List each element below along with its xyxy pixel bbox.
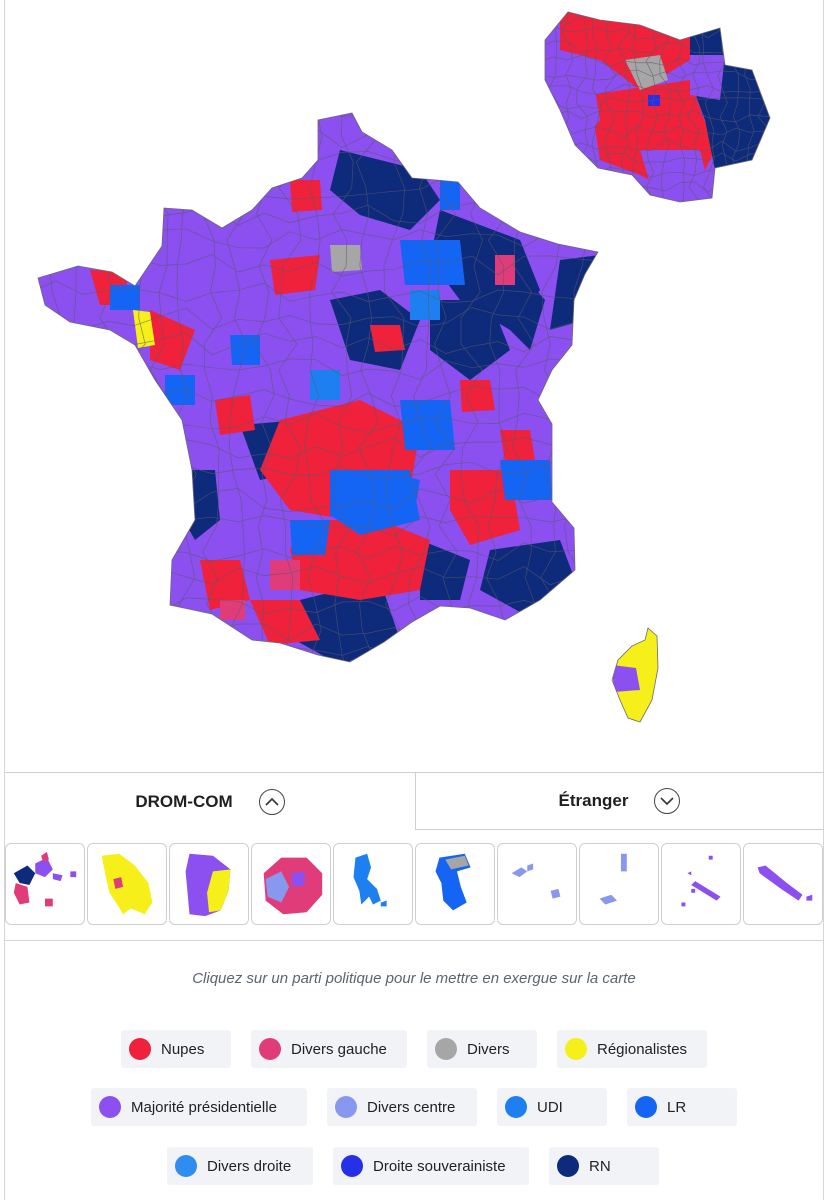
legend-label: Divers droite (207, 1157, 292, 1175)
legend-label: Divers gauche (291, 1040, 387, 1058)
thumb-martinique[interactable] (87, 843, 167, 925)
legend-color-dot (175, 1155, 197, 1177)
region-nupes-toulouse[interactable] (250, 600, 320, 645)
region-rn-southeast[interactable] (420, 540, 470, 600)
legend-color-dot (435, 1038, 457, 1060)
legend-label: LR (667, 1098, 687, 1116)
region-nupes-southwest[interactable] (200, 560, 250, 610)
region-lr-midi[interactable] (380, 470, 420, 510)
legend-label: Nupes (161, 1040, 205, 1058)
results-map[interactable] (0, 0, 831, 772)
ile-de-france-inset-map[interactable] (535, 0, 778, 215)
region-lr-lyon[interactable] (400, 400, 455, 450)
territory-tabs: DROM-COM Étranger (5, 772, 823, 831)
region-udi-centre[interactable] (310, 370, 340, 400)
thumb-wallis-futuna[interactable] (497, 843, 577, 925)
thumb-guadeloupe[interactable] (5, 843, 85, 925)
legend-item[interactable]: RN (549, 1147, 659, 1185)
legend-item[interactable]: Divers (427, 1030, 537, 1068)
tab-etranger-label: Étranger (558, 791, 629, 810)
legend-item[interactable]: Nupes (121, 1030, 231, 1068)
legend-label: RN (589, 1157, 611, 1175)
tab-drom-com[interactable]: DROM-COM (5, 773, 415, 830)
legend-color-dot (557, 1155, 579, 1177)
legend-item[interactable]: LR (627, 1088, 737, 1126)
region-nupes-limoges[interactable] (215, 395, 255, 435)
legend-item[interactable]: Régionalistes (557, 1030, 707, 1068)
divider (5, 940, 823, 941)
thumb-saint-barthelemy[interactable] (579, 843, 659, 925)
region-udi-east[interactable] (410, 290, 440, 320)
region-rn-burgundy[interactable] (430, 300, 510, 380)
legend-item[interactable]: Majorité présidentielle (91, 1088, 307, 1126)
legend-item[interactable]: Divers droite (167, 1147, 313, 1185)
thumb-polynesie[interactable] (661, 843, 741, 925)
corsica-map[interactable] (611, 627, 659, 723)
mainland-france-map[interactable] (18, 100, 602, 683)
legend-color-dot (565, 1038, 587, 1060)
legend-item[interactable]: Divers gauche (251, 1030, 407, 1068)
region-nupes-dijon[interactable] (460, 380, 495, 412)
region-nupes-nord[interactable] (290, 180, 322, 212)
region-nupes-rhone[interactable] (450, 470, 520, 545)
thumb-saint-pierre-miquelon[interactable] (415, 843, 495, 925)
legend-color-dot (505, 1096, 527, 1118)
region-dg-south[interactable] (220, 600, 245, 620)
chevron-up-icon[interactable] (258, 788, 285, 815)
region-lr-champagne[interactable] (400, 240, 465, 285)
region-nupes-nantes[interactable] (150, 310, 195, 370)
legend-label: Divers (467, 1040, 510, 1058)
region-lr-picardie[interactable] (440, 180, 460, 210)
tab-etranger[interactable]: Étranger (415, 773, 823, 830)
region-rn-provence[interactable] (480, 540, 575, 612)
idf-maj-west[interactable] (545, 55, 600, 150)
legend-label: UDI (537, 1098, 563, 1116)
legend-row: Divers droite Droite souverainiste RN (0, 1147, 831, 1187)
thumb-reunion[interactable] (251, 843, 331, 925)
idf-maj-south[interactable] (640, 150, 712, 200)
tab-drom-com-label: DROM-COM (135, 791, 233, 811)
thumb-mayotte[interactable] (333, 843, 413, 925)
thumb-guyane[interactable] (169, 843, 249, 925)
legend-label: Droite souverainiste (373, 1157, 506, 1175)
overseas-thumbnails (5, 843, 827, 929)
region-dg-southwest[interactable] (270, 560, 300, 590)
region-lr-south[interactable] (290, 520, 330, 555)
region-nupes-centre-dot[interactable] (370, 325, 405, 352)
legend-color-dot (335, 1096, 357, 1118)
legend-row: Majorité présidentielle Divers centre UDI L… (0, 1088, 831, 1128)
region-nupes-normandy[interactable] (270, 255, 320, 295)
region-rn-south[interactable] (295, 580, 400, 665)
legend-color-dot (99, 1096, 121, 1118)
legend-label: Majorité présidentielle (131, 1098, 277, 1116)
legend-item[interactable]: Droite souverainiste (333, 1147, 529, 1185)
legend-label: Régionalistes (597, 1040, 688, 1058)
legend-item[interactable]: UDI (497, 1088, 607, 1126)
legend-item[interactable]: Divers centre (327, 1088, 477, 1126)
legend-instruction: Cliquez sur un parti politique pour le m… (192, 970, 636, 987)
legend-row: Nupes Divers gauche Divers Régionalistes (0, 1030, 831, 1070)
legend-color-dot (259, 1038, 281, 1060)
chevron-down-icon[interactable] (654, 788, 681, 814)
map-panel-frame (4, 0, 824, 1200)
region-lr-normandy[interactable] (110, 285, 140, 310)
region-reg-brittany[interactable] (133, 310, 155, 348)
legend-color-dot (341, 1155, 363, 1177)
corsica-maj[interactable] (612, 665, 640, 692)
idf-maj-northeast[interactable] (690, 55, 725, 100)
legend-color-dot (635, 1096, 657, 1118)
legend-color-dot (129, 1038, 151, 1060)
region-nupes-grenoble[interactable] (500, 430, 535, 462)
legend-label: Divers centre (367, 1098, 456, 1116)
thumb-nouvelle-caledonie[interactable] (743, 843, 823, 925)
